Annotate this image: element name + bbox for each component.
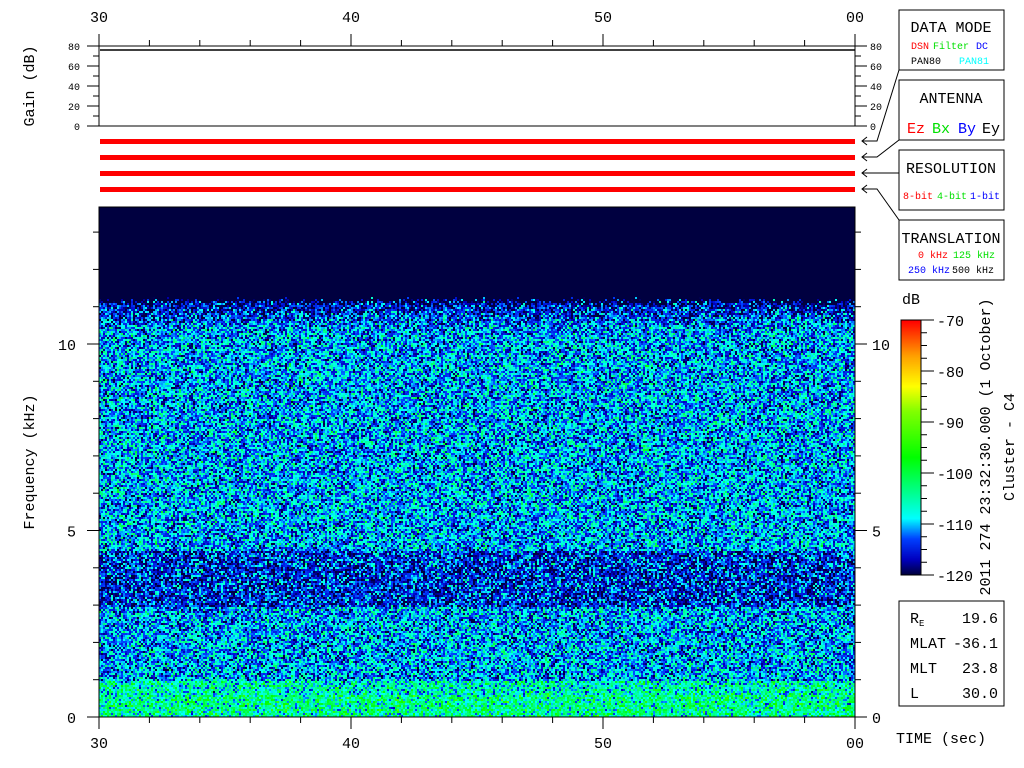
translation-box: TRANSLATION 0 kHz 125 kHz 250 kHz 500 kH… bbox=[898, 219, 1005, 281]
orbit-value-re: 19.6 bbox=[962, 611, 998, 628]
gain-tick-label: 40 bbox=[68, 83, 80, 94]
orbit-value-mlat: -36.1 bbox=[953, 636, 998, 653]
gain-axis-label: Gain (dB) bbox=[22, 45, 39, 126]
data-mode-filter: Filter bbox=[933, 41, 969, 53]
status-bar bbox=[100, 139, 855, 144]
connector-antenna bbox=[862, 139, 900, 158]
orbit-value-mlt: 23.8 bbox=[962, 661, 998, 678]
time-tick-label: 00 bbox=[846, 736, 864, 753]
data-mode-dc: DC bbox=[976, 42, 988, 53]
time-tick-label: 30 bbox=[90, 736, 108, 753]
arrow-icon bbox=[861, 168, 868, 178]
time-tick-label: 50 bbox=[594, 10, 612, 27]
time-axis-label: TIME (sec) bbox=[896, 731, 986, 748]
colorbar-label: dB bbox=[902, 292, 920, 309]
orbit-label-mlt: MLT bbox=[910, 661, 937, 678]
spacecraft-label: Cluster - C4 bbox=[1002, 393, 1019, 501]
antenna-title: ANTENNA bbox=[919, 91, 982, 108]
frequency-tick-label: 5 bbox=[872, 525, 881, 542]
translation-0khz: 0 kHz bbox=[918, 250, 948, 262]
arrow-icon bbox=[861, 152, 868, 162]
colorbar bbox=[901, 320, 921, 575]
resolution-4bit: 4-bit bbox=[937, 191, 967, 203]
data-mode-pan81: PAN81 bbox=[959, 57, 989, 68]
frequency-tick-label: 10 bbox=[872, 338, 890, 355]
gain-tick-label: 0 bbox=[74, 123, 80, 134]
legend-connectors bbox=[861, 69, 900, 221]
arrow-icon bbox=[861, 184, 868, 194]
time-tick-label: 50 bbox=[594, 736, 612, 753]
time-tick-label: 40 bbox=[342, 736, 360, 753]
resolution-box: RESOLUTION 8-bit 4-bit 1-bit bbox=[898, 149, 1005, 211]
time-tick-label: 00 bbox=[846, 10, 864, 27]
translation-250khz: 250 kHz bbox=[908, 265, 950, 277]
gain-tick-label: 40 bbox=[870, 83, 882, 94]
data-mode-pan80: PAN80 bbox=[911, 57, 941, 68]
antenna-ez: Ez bbox=[907, 121, 925, 138]
frequency-tick-label: 0 bbox=[67, 711, 76, 728]
resolution-8bit: 8-bit bbox=[903, 191, 933, 203]
status-bar bbox=[100, 171, 855, 176]
data-mode-title: DATA MODE bbox=[910, 20, 991, 37]
gain-tick-label: 60 bbox=[870, 63, 882, 74]
antenna-box: ANTENNA Ez Bx By Ey bbox=[898, 79, 1005, 141]
gain-panel-frame bbox=[98, 45, 856, 127]
colorbar-tick-label: -80 bbox=[937, 365, 964, 382]
antenna-bx: Bx bbox=[932, 121, 950, 138]
resolution-1bit: 1-bit bbox=[970, 191, 1000, 203]
translation-500khz: 500 kHz bbox=[952, 265, 994, 277]
gain-tick-label: 80 bbox=[68, 43, 80, 54]
status-bar bbox=[100, 187, 855, 192]
frequency-axis-label: Frequency (kHz) bbox=[22, 394, 39, 529]
time-tick-label: 40 bbox=[342, 10, 360, 27]
colorbar-tick-label: -90 bbox=[937, 416, 964, 433]
spectrogram-frame bbox=[98, 206, 856, 718]
colorbar-tick-label: -70 bbox=[937, 314, 964, 331]
orbit-info-box: RE 19.6 MLAT -36.1 MLT 23.8 L 30.0 bbox=[898, 600, 1005, 707]
resolution-title: RESOLUTION bbox=[906, 161, 996, 178]
gain-tick-label: 20 bbox=[68, 103, 80, 114]
colorbar-tick-label: -120 bbox=[937, 569, 973, 586]
antenna-ey: Ey bbox=[982, 121, 1000, 138]
connector-data-mode bbox=[862, 69, 900, 142]
translation-title: TRANSLATION bbox=[901, 231, 1000, 248]
colorbar-frame bbox=[900, 319, 922, 576]
frequency-tick-label: 10 bbox=[58, 338, 76, 355]
gain-tick-label: 20 bbox=[870, 103, 882, 114]
connector-translation bbox=[862, 188, 900, 221]
frequency-tick-label: 5 bbox=[67, 525, 76, 542]
arrow-icon bbox=[861, 136, 868, 146]
timestamp: 2011 274 23:32:30.000 (1 October) bbox=[978, 298, 995, 595]
data-mode-box: DATA MODE DSN Filter DC PAN80 PAN81 bbox=[898, 9, 1005, 71]
status-bar bbox=[100, 155, 855, 160]
translation-125khz: 125 kHz bbox=[953, 250, 995, 262]
time-tick-label: 30 bbox=[90, 10, 108, 27]
orbit-value-l: 30.0 bbox=[962, 686, 998, 703]
gain-tick-label: 0 bbox=[870, 123, 876, 134]
gain-tick-label: 60 bbox=[68, 63, 80, 74]
colorbar-tick-label: -110 bbox=[937, 518, 973, 535]
spectrogram-heatmap bbox=[99, 207, 855, 717]
frequency-tick-label: 0 bbox=[872, 711, 881, 728]
data-mode-dsn: DSN bbox=[911, 42, 929, 53]
gain-tick-label: 80 bbox=[870, 43, 882, 54]
antenna-by: By bbox=[958, 121, 976, 138]
orbit-label-mlat: MLAT bbox=[910, 636, 946, 653]
orbit-label-l: L bbox=[910, 686, 919, 703]
colorbar-tick-label: -100 bbox=[937, 467, 973, 484]
orbit-label-re: RE bbox=[910, 611, 924, 629]
